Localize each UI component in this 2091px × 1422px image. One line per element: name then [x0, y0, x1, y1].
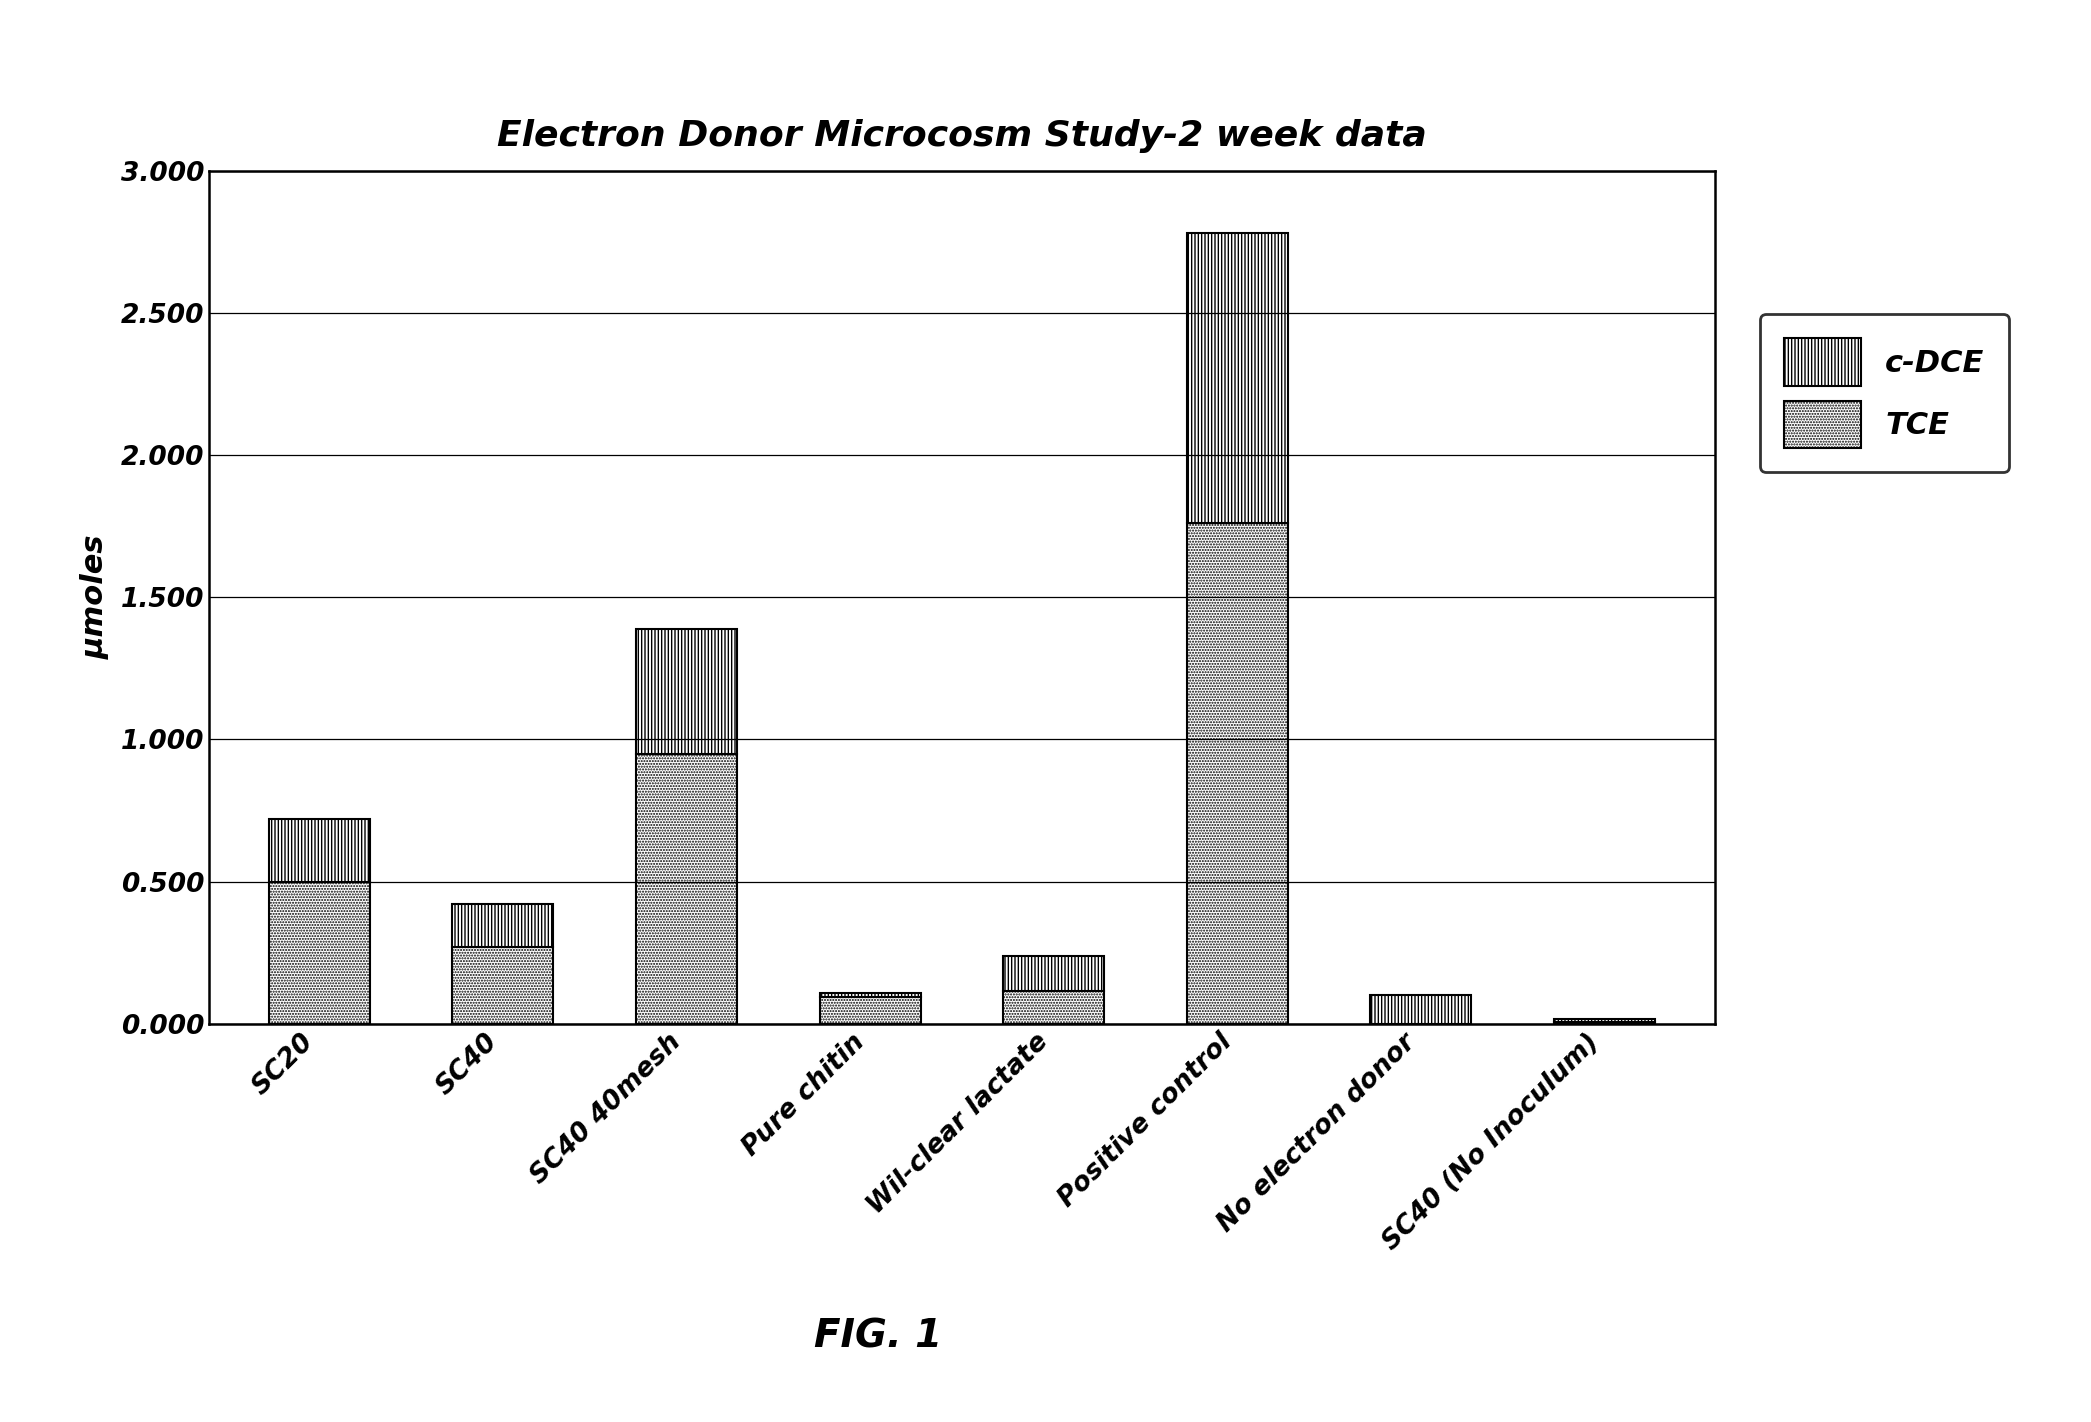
Bar [1370, 995, 1472, 1024]
Bar [636, 754, 736, 1024]
Bar [820, 994, 920, 997]
Bar [452, 904, 554, 947]
Bar [270, 819, 370, 882]
Bar [452, 947, 554, 1024]
Bar [1554, 1020, 1654, 1021]
Y-axis label: μmoles: μmoles [82, 535, 109, 660]
Title: Electron Donor Microcosm Study-2 week data: Electron Donor Microcosm Study-2 week da… [498, 118, 1426, 152]
Bar [820, 997, 920, 1024]
Bar [270, 882, 370, 1024]
Text: FIG. 1: FIG. 1 [813, 1318, 943, 1355]
Bar [1188, 233, 1288, 523]
Bar [1188, 523, 1288, 1024]
Bar [1554, 1021, 1654, 1024]
Bar [636, 629, 736, 754]
Legend: c-DCE, TCE: c-DCE, TCE [1761, 314, 2009, 472]
Bar [1004, 991, 1104, 1024]
Bar [1004, 956, 1104, 991]
